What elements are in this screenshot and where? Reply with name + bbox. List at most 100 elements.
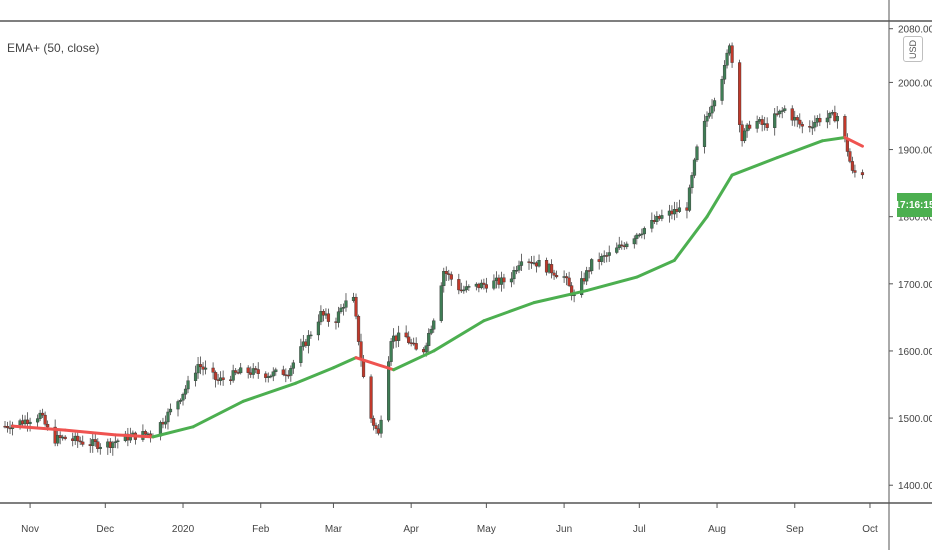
- candle-body: [605, 255, 609, 257]
- price-axis: 1400.000 1500.000 1600.000 1700.000 1800.000…: [889, 25, 932, 492]
- candle-body: [722, 65, 727, 80]
- candle-body: [800, 124, 804, 127]
- x-tick-label: Aug: [708, 524, 726, 535]
- candle-body: [677, 207, 682, 212]
- candle-body: [707, 112, 712, 117]
- candle-body: [808, 126, 812, 128]
- candle-body: [256, 369, 260, 374]
- candle-body: [617, 244, 621, 249]
- candle-body: [389, 341, 393, 362]
- candle-body: [484, 284, 488, 289]
- candle-body: [730, 45, 734, 63]
- candle-body: [632, 238, 636, 245]
- x-tick-label: Feb: [252, 524, 270, 535]
- candle-body: [239, 367, 243, 374]
- candle-body: [319, 311, 323, 323]
- candle-body: [690, 175, 694, 189]
- candle-body: [43, 414, 47, 425]
- candle-body: [404, 332, 408, 338]
- candle-body: [798, 119, 802, 125]
- candle-body: [828, 112, 832, 119]
- candle-body: [427, 332, 431, 346]
- candle-body: [211, 367, 215, 373]
- ema-segment: [843, 135, 864, 148]
- candle-body: [625, 243, 629, 248]
- candle-body: [765, 123, 769, 128]
- candle-body: [269, 375, 273, 378]
- candle-body: [5, 426, 10, 429]
- candle-body: [291, 362, 295, 369]
- candle-body: [321, 311, 326, 316]
- candle-body: [447, 273, 451, 275]
- candle-body: [585, 270, 589, 282]
- x-tick-label: Oct: [862, 524, 878, 535]
- candle-body: [361, 359, 366, 377]
- candle-body: [457, 279, 461, 291]
- candle-body: [502, 277, 506, 283]
- candle-body: [660, 215, 664, 219]
- candle-body: [387, 361, 391, 421]
- x-tick-label: May: [477, 524, 496, 535]
- candle-body: [326, 313, 331, 322]
- candle-body: [778, 110, 782, 115]
- candle-body: [512, 270, 516, 280]
- candle-body: [299, 346, 303, 363]
- candle-body: [479, 282, 483, 289]
- candle-body: [570, 285, 574, 296]
- candle-body: [565, 276, 569, 279]
- x-tick-label: Nov: [21, 524, 39, 535]
- candle-body: [98, 446, 102, 449]
- candle-body: [650, 220, 654, 229]
- candle-body: [76, 435, 80, 442]
- candle-body: [444, 271, 448, 274]
- x-tick-label: Dec: [96, 524, 114, 535]
- ema-segment: [354, 356, 396, 372]
- ema-segment: [775, 139, 824, 160]
- candle-body: [371, 418, 376, 426]
- x-tick-label: Jul: [633, 524, 646, 535]
- ema-segment: [151, 425, 195, 439]
- candle-body: [198, 364, 203, 368]
- candle-body: [344, 300, 348, 308]
- candle-body: [63, 436, 67, 439]
- indicator-label[interactable]: EMA+ (50, close): [7, 41, 100, 55]
- ema-segment: [730, 156, 779, 177]
- candle-body: [567, 277, 571, 286]
- ema-segment: [191, 399, 245, 429]
- candle-body: [720, 79, 724, 101]
- candle-body: [712, 100, 717, 107]
- ema-segment: [635, 258, 676, 279]
- candle-body: [78, 440, 82, 443]
- candle-body: [795, 117, 799, 121]
- ema-segment: [241, 381, 298, 403]
- ema-segment: [392, 349, 436, 372]
- candle-body: [464, 286, 468, 291]
- candle-body: [843, 116, 847, 139]
- candle-body: [580, 278, 584, 296]
- currency-button[interactable]: USD: [903, 36, 923, 62]
- candle-body: [860, 172, 865, 176]
- x-tick-label: Mar: [325, 524, 343, 535]
- candle-body: [462, 289, 466, 292]
- candle-body: [552, 272, 556, 276]
- candle-body: [537, 260, 541, 267]
- candle-body: [748, 124, 752, 129]
- candle-body: [467, 286, 471, 288]
- last-price-tag: 17:16:15: [894, 193, 932, 217]
- candle-body: [780, 110, 784, 112]
- ema-segment: [482, 301, 536, 323]
- time-axis: Nov Dec 2020 Feb Mar Apr May Jun Jul Aug Sep Oct: [21, 503, 878, 535]
- candle-body: [509, 278, 514, 283]
- candle-body: [246, 367, 250, 373]
- candle-body: [439, 285, 443, 321]
- candle-body: [687, 187, 692, 211]
- candle-body: [196, 364, 200, 374]
- candle-body: [482, 282, 486, 285]
- y-tick-label: 1900.000: [898, 146, 932, 157]
- y-tick-label: 2000.000: [898, 78, 932, 89]
- candle-body: [710, 105, 714, 114]
- candle-body: [424, 345, 428, 353]
- candle-body: [514, 270, 519, 272]
- candle-body: [231, 370, 235, 381]
